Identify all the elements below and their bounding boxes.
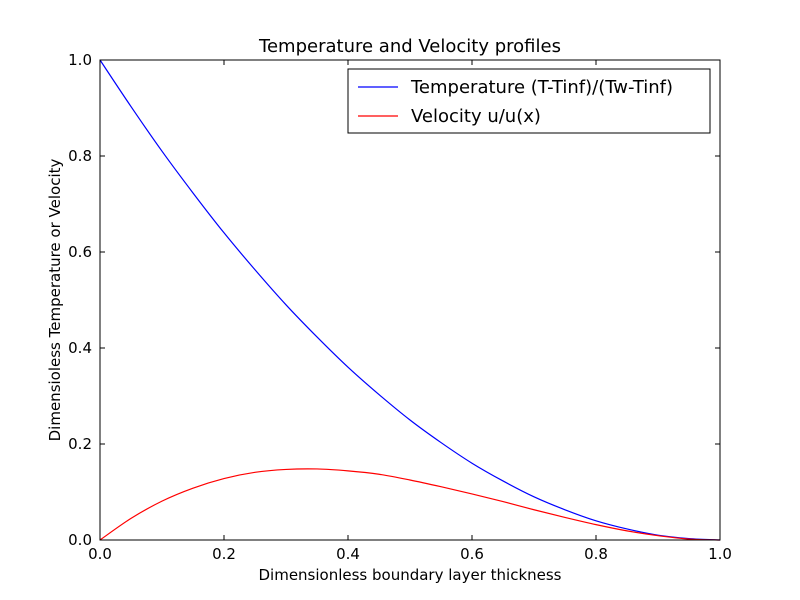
chart-title: Temperature and Velocity profiles [258,36,561,57]
plot-area [99,59,721,541]
y-axis-label: Dimensioless Temperature or Velocity [46,159,64,442]
legend: Temperature (T-Tinf)/(Tw-Tinf) Velocity … [347,68,711,134]
tick-labels-layer: 0.0 0.2 0.4 0.6 0.8 1.0 0.0 0.2 0.4 0.6 0.8 1.0 [68,51,732,563]
legend-frame [347,68,711,134]
series-line-temperature [99,59,721,541]
x-tick-label: 0.4 [336,545,360,563]
y-tick-label: 0.4 [68,339,92,357]
y-tick-label: 0.8 [68,147,92,165]
y-tick-label: 0.2 [68,435,92,453]
x-tick-label: 0.2 [212,545,236,563]
plot-background [100,60,720,540]
x-tick-label: 0.6 [460,545,484,563]
x-tick-label: 1.0 [708,545,732,563]
legend-label-velocity: Velocity u/u(x) [411,106,541,127]
legend-label-temperature: Temperature (T-Tinf)/(Tw-Tinf) [410,77,673,98]
series-line-velocity [99,468,721,541]
y-tick-label: 0.0 [68,531,92,549]
x-axis-label: Dimensionless boundary layer thickness [258,566,561,584]
x-tick-label: 0.8 [584,545,608,563]
series-layer [99,59,721,541]
y-tick-label: 0.6 [68,243,92,261]
x-tick-label: 0.0 [88,545,112,563]
y-tick-label: 1.0 [68,51,92,69]
plot-frame [99,59,721,541]
